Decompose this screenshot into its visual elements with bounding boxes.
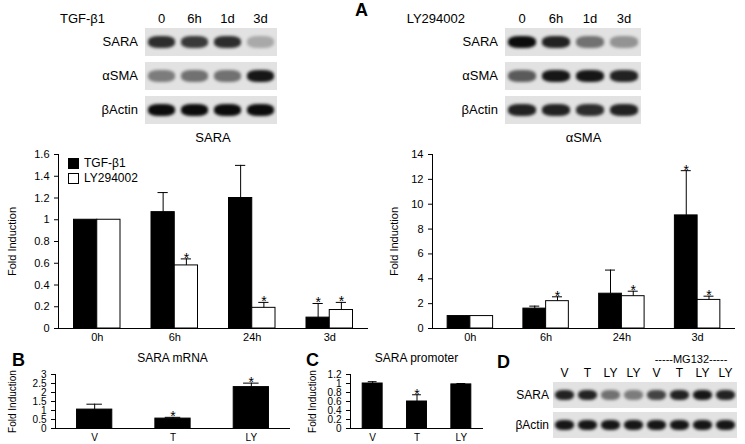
html-text:-----MG132-----: -----MG132----- [654,353,728,365]
html-text:0: 0 [518,11,526,26]
svg-text:Fold Induction: Fold Induction [388,207,400,276]
svg-text:*: * [684,162,690,178]
svg-text:0h: 0h [91,331,103,343]
svg-text:14: 14 [411,148,423,160]
svg-text:1.2: 1.2 [328,369,342,380]
svg-text:1: 1 [335,377,342,389]
svg-text:0: 0 [40,422,47,434]
svg-text:0.4: 0.4 [34,279,49,291]
html-text:SARA: SARA [102,34,138,49]
html-text:V: V [652,366,661,380]
html-text:6h: 6h [548,11,564,26]
svg-text:3: 3 [41,369,47,380]
svg-text:*: * [414,386,420,402]
svg-text:12: 12 [411,173,423,185]
html-text:LY: LY [603,366,618,380]
html-text:SARA: SARA [195,130,231,145]
html-text:SARA: SARA [462,34,498,49]
svg-text:24h: 24h [613,331,631,343]
svg-text:4: 4 [417,272,423,284]
svg-text:V: V [91,432,98,443]
svg-text:1.6: 1.6 [34,148,49,160]
svg-text:0: 0 [417,322,423,334]
svg-text:0.4: 0.4 [327,404,342,416]
svg-text:LY: LY [246,432,258,443]
svg-text:1: 1 [40,404,47,416]
svg-text:*: * [631,282,637,298]
svg-text:0.8: 0.8 [327,386,342,398]
svg-text:6h: 6h [540,331,552,343]
html-text:βActin: βActin [101,102,138,117]
html-text:T: T [675,366,684,380]
svg-text:0.2: 0.2 [34,300,49,312]
html-text:C: C [306,350,319,370]
svg-text:Fold Induction: Fold Induction [6,207,18,276]
html-text:3d: 3d [616,11,632,26]
html-text:B: B [12,350,25,370]
html-text:1d: 1d [220,11,235,26]
html-text:6h: 6h [187,11,202,26]
html-text:βActin: βActin [461,102,498,117]
svg-text:0.6: 0.6 [327,395,342,407]
svg-text:2: 2 [40,386,47,398]
svg-text:10: 10 [411,198,423,210]
svg-text:0.2: 0.2 [327,413,342,425]
svg-text:Fold Induction: Fold Induction [7,370,18,433]
html-text:LY294002: LY294002 [84,171,138,185]
svg-text:T: T [414,432,420,443]
svg-text:*: * [706,287,712,303]
svg-text:2.5: 2.5 [32,377,47,389]
svg-text:1.2: 1.2 [34,192,49,204]
svg-text:1: 1 [43,213,49,225]
html-text:TGF-β1: TGF-β1 [60,11,105,26]
svg-text:8: 8 [417,223,423,235]
html-text:αSMA: αSMA [462,68,498,83]
html-text:LY294002: LY294002 [406,11,465,26]
html-text:βActin: βActin [515,418,549,432]
svg-text:V: V [369,432,376,443]
html-text:αSMA: αSMA [102,68,138,83]
svg-text:0.6: 0.6 [34,257,49,269]
html-text:LY: LY [695,366,710,380]
html-text:0: 0 [157,11,166,26]
html-text:V: V [560,366,569,380]
svg-text:1.4: 1.4 [34,170,49,182]
svg-text:*: * [170,408,176,424]
html-text:T: T [583,366,592,380]
html-text:A: A [355,0,368,20]
svg-text:0.8: 0.8 [34,235,49,247]
html-text:D: D [497,352,510,372]
svg-text:0.5: 0.5 [32,413,47,425]
svg-text:3d: 3d [324,331,336,343]
html-text:SARA promoter: SARA promoter [374,351,459,365]
svg-text:0: 0 [43,322,49,334]
svg-text:T: T [170,432,176,443]
html-text:αSMA: αSMA [565,130,602,145]
svg-text:2: 2 [417,297,423,309]
svg-text:1.5: 1.5 [32,395,47,407]
svg-text:3d: 3d [692,331,704,343]
svg-text:*: * [339,293,345,309]
svg-text:*: * [249,374,255,390]
svg-text:24h: 24h [243,331,261,343]
svg-text:Fold Induction: Fold Induction [307,370,318,433]
html-text:TGF-β1: TGF-β1 [84,156,126,170]
svg-text:6: 6 [417,247,423,259]
svg-text:*: * [184,250,190,266]
html-text:LY: LY [718,366,733,380]
svg-text:*: * [261,293,267,309]
svg-text:*: * [315,294,321,310]
html-text:1d: 1d [582,11,598,26]
html-text:LY: LY [626,366,641,380]
html-text:SARA mRNA: SARA mRNA [137,351,208,365]
html-text:SARA: SARA [516,388,549,402]
svg-text:6h: 6h [169,331,181,343]
svg-text:0: 0 [335,422,342,434]
svg-text:*: * [555,288,561,304]
html-text:3d: 3d [253,11,268,26]
svg-text:LY: LY [456,432,468,443]
svg-text:0h: 0h [464,331,476,343]
